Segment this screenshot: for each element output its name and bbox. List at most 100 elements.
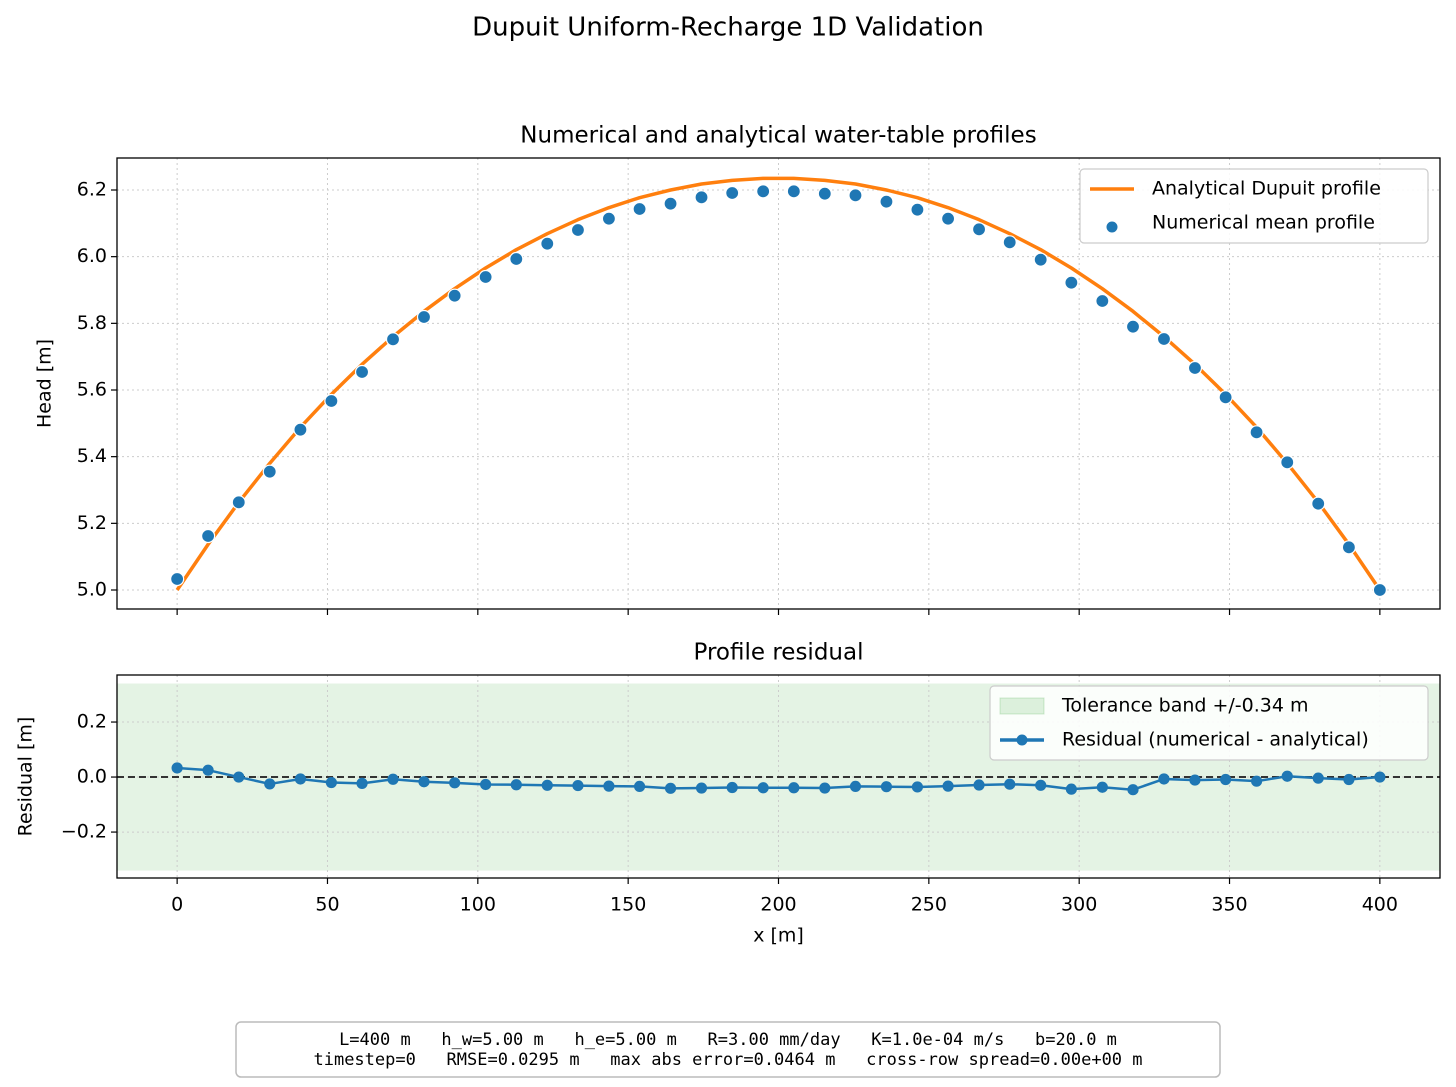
- data-point: [570, 222, 586, 238]
- data-point: [262, 464, 277, 479]
- y-tick-label: 6.2: [77, 179, 107, 201]
- data-point: [695, 782, 708, 794]
- x-tick-label: 250: [911, 894, 947, 916]
- data-point: [1311, 496, 1326, 511]
- data-point: [1341, 540, 1356, 555]
- x-axis-label: x [m]: [753, 925, 804, 947]
- data-point: [911, 781, 924, 793]
- legend-label: Tolerance band +/-0.34 m: [1061, 695, 1309, 717]
- data-point: [356, 777, 368, 789]
- data-point: [848, 188, 863, 203]
- y-tick-label: 5.2: [77, 512, 107, 534]
- data-point: [418, 776, 430, 788]
- y-tick-label: 5.0: [77, 579, 107, 601]
- data-point: [478, 269, 493, 285]
- data-point: [1343, 773, 1355, 786]
- data-point: [385, 332, 401, 347]
- y-tick-label: 5.8: [77, 312, 107, 334]
- legend-swatch: [999, 697, 1045, 715]
- data-point: [1065, 783, 1077, 795]
- y-tick-label: −0.2: [61, 821, 107, 843]
- legend-label: Numerical mean profile: [1152, 212, 1375, 234]
- x-tick-label: 50: [315, 894, 339, 916]
- x-tick-label: 200: [760, 894, 796, 916]
- data-point: [1187, 360, 1203, 376]
- data-point: [973, 779, 985, 791]
- data-point: [1372, 582, 1387, 598]
- data-point: [1218, 390, 1233, 405]
- data-point: [633, 780, 646, 793]
- data-point: [449, 777, 461, 789]
- data-point: [1035, 779, 1047, 791]
- data-point: [1250, 775, 1263, 787]
- data-point: [1096, 781, 1108, 793]
- data-point: [663, 196, 678, 211]
- data-point: [725, 185, 740, 201]
- data-point: [910, 202, 925, 217]
- footer-line: L=400 m h_w=5.00 m h_e=5.00 m R=3.00 mm/…: [339, 1030, 1117, 1050]
- y-tick-label: 0.2: [77, 711, 107, 733]
- data-point: [632, 201, 647, 217]
- data-point: [601, 211, 617, 226]
- data-point: [201, 528, 216, 544]
- data-point: [233, 771, 245, 783]
- legend-label: Residual (numerical - analytical): [1062, 729, 1369, 751]
- data-point: [880, 781, 893, 793]
- legend-box: [1079, 168, 1429, 244]
- data-point: [1281, 770, 1293, 782]
- x-tick-label: 0: [171, 894, 183, 916]
- data-point: [603, 780, 615, 792]
- data-point: [231, 495, 246, 510]
- data-point: [387, 773, 399, 785]
- data-point: [416, 309, 432, 325]
- data-point: [1189, 774, 1201, 786]
- data-point: [510, 779, 522, 791]
- data-point: [293, 422, 308, 437]
- series-line: [177, 766, 1380, 791]
- data-point: [325, 776, 337, 789]
- data-point: [1002, 235, 1017, 250]
- data-point: [1004, 778, 1016, 790]
- data-point: [447, 288, 462, 303]
- data-point: [1127, 784, 1139, 796]
- data-point: [817, 186, 832, 201]
- axes-title: Profile residual: [694, 640, 864, 666]
- data-point: [694, 190, 709, 205]
- data-point: [664, 782, 677, 794]
- data-point: [354, 364, 370, 380]
- data-point: [940, 211, 956, 226]
- data-point: [786, 184, 801, 199]
- data-point: [324, 393, 339, 409]
- series-line: [175, 176, 1382, 591]
- data-point: [757, 782, 769, 794]
- y-tick-label: 6.0: [77, 245, 107, 267]
- data-point: [294, 773, 307, 785]
- data-point: [170, 571, 185, 587]
- plot-area: [171, 762, 1386, 796]
- data-point: [572, 779, 584, 792]
- data-point: [541, 779, 553, 791]
- data-point: [1158, 773, 1170, 785]
- data-point: [849, 780, 862, 793]
- y-tick-label: 5.4: [77, 445, 107, 467]
- data-point: [1312, 772, 1324, 784]
- legend-swatch: [1016, 734, 1028, 746]
- data-point: [819, 782, 831, 794]
- data-point: [509, 251, 524, 267]
- data-point: [202, 764, 214, 776]
- data-point: [1156, 331, 1172, 347]
- y-axis-label: Head [m]: [34, 339, 56, 428]
- data-point: [171, 762, 183, 774]
- y-tick-label: 0.0: [77, 766, 107, 788]
- x-tick-label: 150: [610, 894, 646, 916]
- data-point: [1249, 425, 1264, 440]
- data-point: [1033, 252, 1048, 267]
- data-point: [540, 236, 555, 251]
- figure-title: Dupuit Uniform-Recharge 1D Validation: [472, 13, 984, 43]
- x-tick-label: 300: [1061, 894, 1097, 916]
- data-point: [942, 780, 954, 792]
- data-point: [879, 194, 894, 209]
- x-tick-label: 400: [1362, 894, 1398, 916]
- legend-box: [989, 685, 1429, 761]
- data-point: [1064, 275, 1079, 290]
